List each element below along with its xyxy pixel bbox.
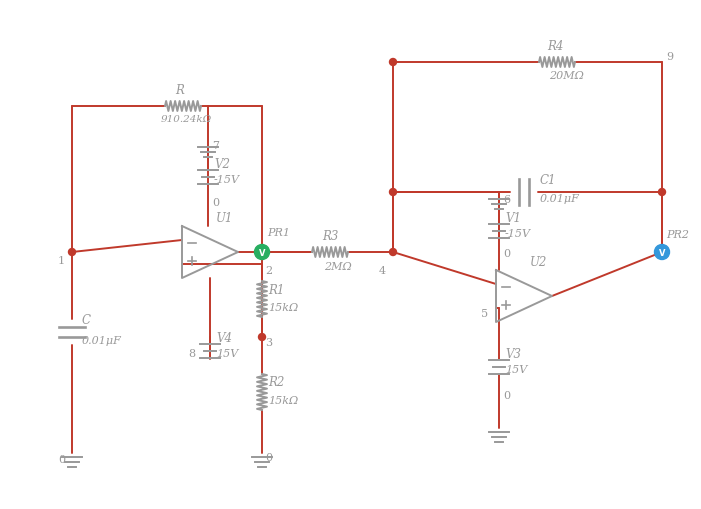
- Circle shape: [259, 249, 266, 256]
- Circle shape: [390, 189, 397, 196]
- Text: 0: 0: [503, 390, 510, 400]
- Text: 0: 0: [212, 197, 219, 208]
- Text: 0: 0: [503, 248, 510, 259]
- Text: C1: C1: [540, 174, 557, 187]
- Text: -15V: -15V: [214, 175, 240, 185]
- Text: 0: 0: [58, 454, 65, 464]
- Text: 5: 5: [481, 308, 488, 318]
- Text: U1: U1: [216, 211, 233, 224]
- Text: V: V: [259, 248, 265, 257]
- Circle shape: [655, 245, 669, 260]
- Text: 4: 4: [379, 266, 386, 275]
- Text: PR2: PR2: [666, 230, 689, 240]
- Text: C: C: [82, 314, 91, 327]
- Text: V3: V3: [505, 347, 521, 360]
- Text: 15kΩ: 15kΩ: [268, 302, 298, 313]
- Text: V1: V1: [505, 211, 521, 224]
- Text: R3: R3: [322, 230, 339, 243]
- Text: 2: 2: [265, 266, 272, 275]
- Text: 6: 6: [503, 194, 510, 205]
- Circle shape: [658, 189, 665, 196]
- Text: 9: 9: [666, 52, 673, 62]
- Text: V2: V2: [214, 157, 230, 170]
- Text: V: V: [659, 248, 665, 257]
- Text: -15V: -15V: [505, 229, 531, 239]
- Text: 15V: 15V: [505, 364, 527, 374]
- Text: R4: R4: [547, 40, 564, 53]
- Text: R1: R1: [268, 283, 285, 296]
- Text: 3: 3: [265, 337, 272, 347]
- Text: 910.24kΩ: 910.24kΩ: [161, 115, 212, 124]
- Circle shape: [390, 60, 397, 66]
- Text: R: R: [175, 84, 184, 97]
- Text: 15V: 15V: [216, 348, 238, 358]
- Text: 8: 8: [188, 348, 195, 358]
- Text: 0: 0: [265, 452, 272, 462]
- Text: R2: R2: [268, 376, 285, 389]
- Text: PR1: PR1: [267, 228, 290, 238]
- Text: 0.01μF: 0.01μF: [540, 193, 580, 204]
- Text: 0.01μF: 0.01μF: [82, 335, 122, 345]
- Text: 1: 1: [58, 256, 65, 266]
- Text: 15kΩ: 15kΩ: [268, 395, 298, 405]
- Text: 20MΩ: 20MΩ: [549, 71, 584, 81]
- Circle shape: [390, 249, 397, 256]
- Circle shape: [658, 249, 665, 256]
- Text: V4: V4: [216, 331, 232, 344]
- Circle shape: [259, 334, 266, 341]
- Circle shape: [254, 245, 269, 260]
- Text: 7: 7: [212, 140, 219, 151]
- Text: 2MΩ: 2MΩ: [324, 262, 352, 271]
- Circle shape: [69, 249, 76, 256]
- Text: U2: U2: [530, 255, 547, 268]
